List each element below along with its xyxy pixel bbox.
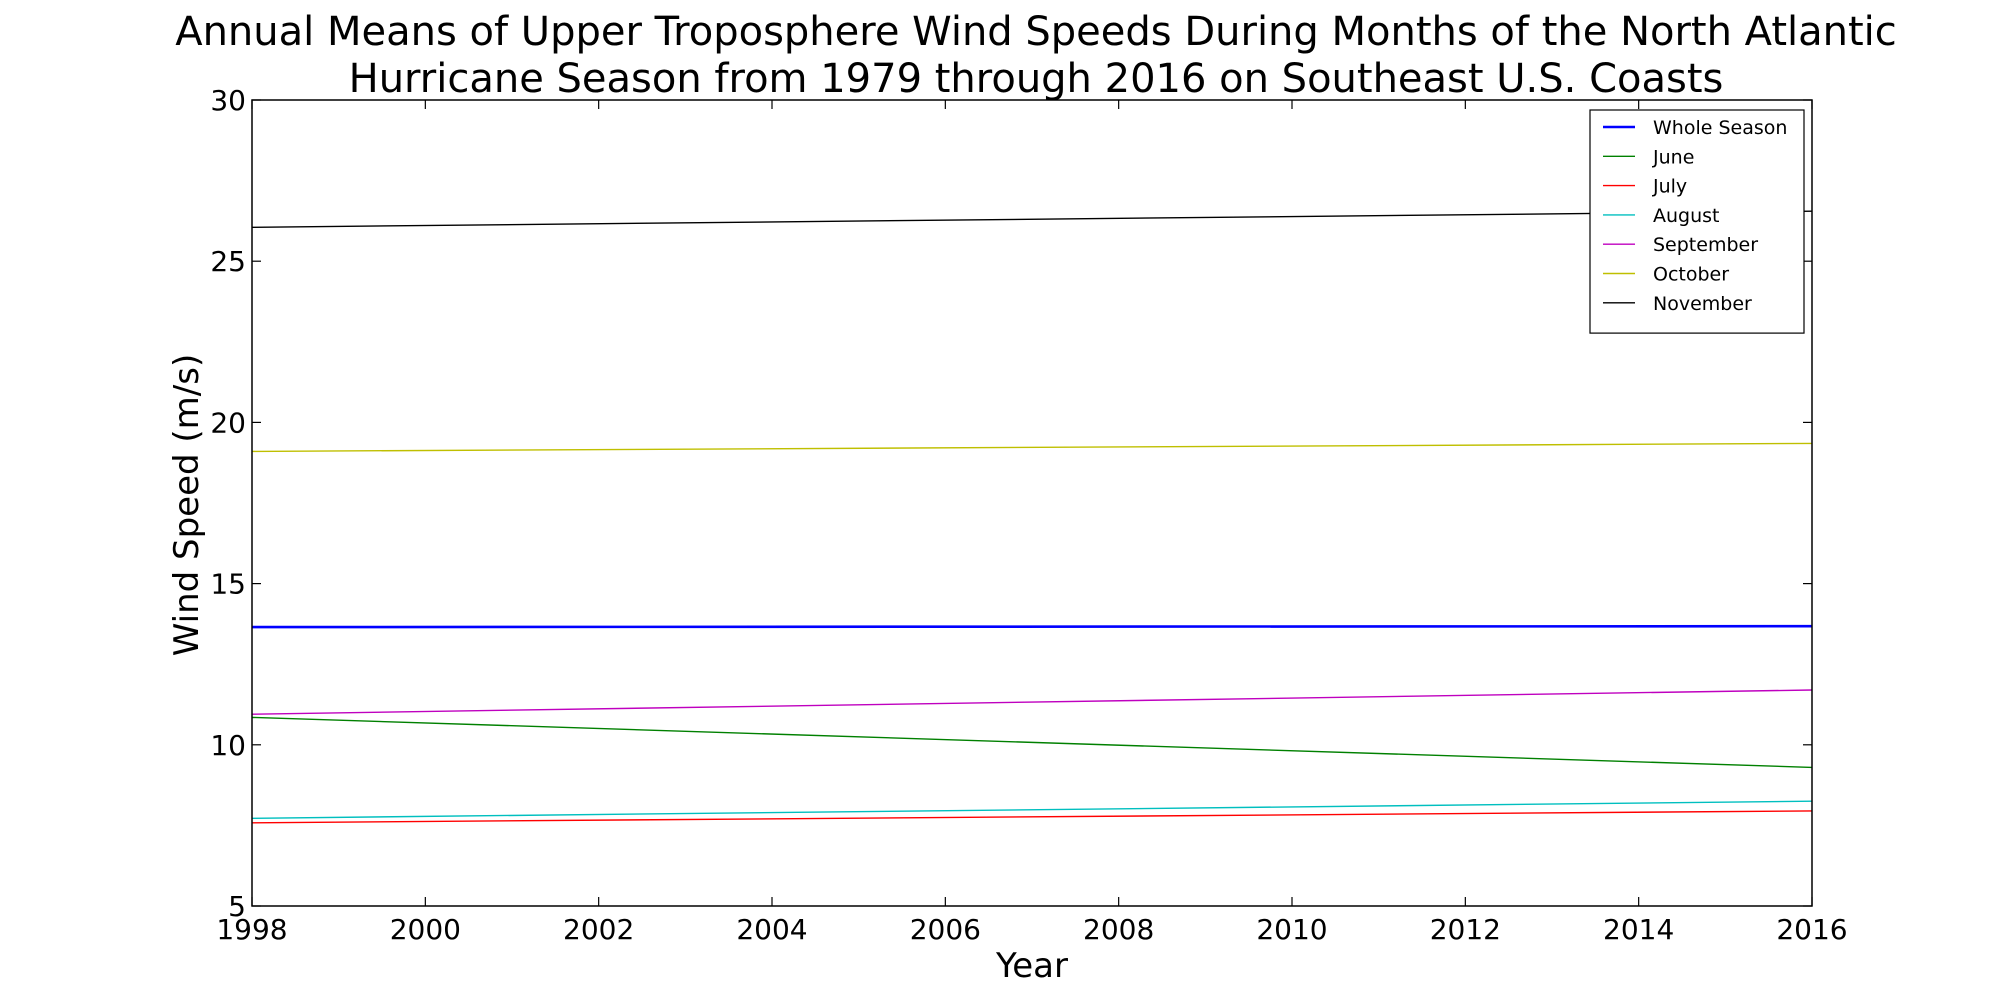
series-group <box>251 210 1813 824</box>
y-tick-label-0: 5 <box>228 890 246 923</box>
legend-label-1: June <box>1652 146 1694 168</box>
legend: Whole Season June July August September Octob… <box>1589 109 1805 334</box>
x-tick-label-9: 2016 <box>1776 913 1847 946</box>
x-tick-label-0: 1998 <box>216 913 287 946</box>
x-axis-label: Year <box>995 946 1068 986</box>
series-line-2 <box>251 810 1813 824</box>
series-line-1 <box>251 716 1813 769</box>
legend-label-5: October <box>1653 264 1729 286</box>
series-line-0 <box>251 624 1813 629</box>
chart-title-line-1: Annual Means of Upper Troposphere Wind S… <box>175 9 1897 55</box>
x-tick-label-8: 2014 <box>1603 913 1674 946</box>
plot-frame <box>251 99 1813 907</box>
chart-title-line-2: Hurricane Season from 1979 through 2016 … <box>349 56 1724 102</box>
legend-label-2: July <box>1652 176 1687 198</box>
y-tick-label-2: 15 <box>210 568 246 601</box>
ticks-group: 1998 2000 2002 2004 2006 2008 2010 2012 2014 2016… <box>210 84 1847 946</box>
x-tick-label-2: 2002 <box>563 913 634 946</box>
legend-label-6: November <box>1653 293 1752 315</box>
series-line-5 <box>251 442 1813 453</box>
x-tick-label-5: 2008 <box>1083 913 1154 946</box>
x-tick-label-7: 2012 <box>1430 913 1501 946</box>
y-tick-label-1: 10 <box>210 729 246 762</box>
y-tick-label-3: 20 <box>210 406 246 439</box>
series-line-3 <box>251 800 1813 819</box>
legend-label-4: September <box>1653 234 1758 256</box>
series-line-4 <box>251 689 1813 715</box>
series-line-6 <box>251 210 1813 228</box>
y-tick-label-4: 25 <box>210 245 246 278</box>
legend-label-0: Whole Season <box>1653 117 1787 139</box>
x-tick-label-1: 2000 <box>390 913 461 946</box>
y-axis-label: Wind Speed (m/s) <box>167 354 207 656</box>
legend-label-3: August <box>1653 205 1720 227</box>
x-tick-label-6: 2010 <box>1256 913 1327 946</box>
x-tick-label-4: 2006 <box>910 913 981 946</box>
x-tick-label-3: 2004 <box>736 913 807 946</box>
legend-box <box>1589 109 1805 334</box>
y-tick-label-5: 30 <box>210 84 246 117</box>
